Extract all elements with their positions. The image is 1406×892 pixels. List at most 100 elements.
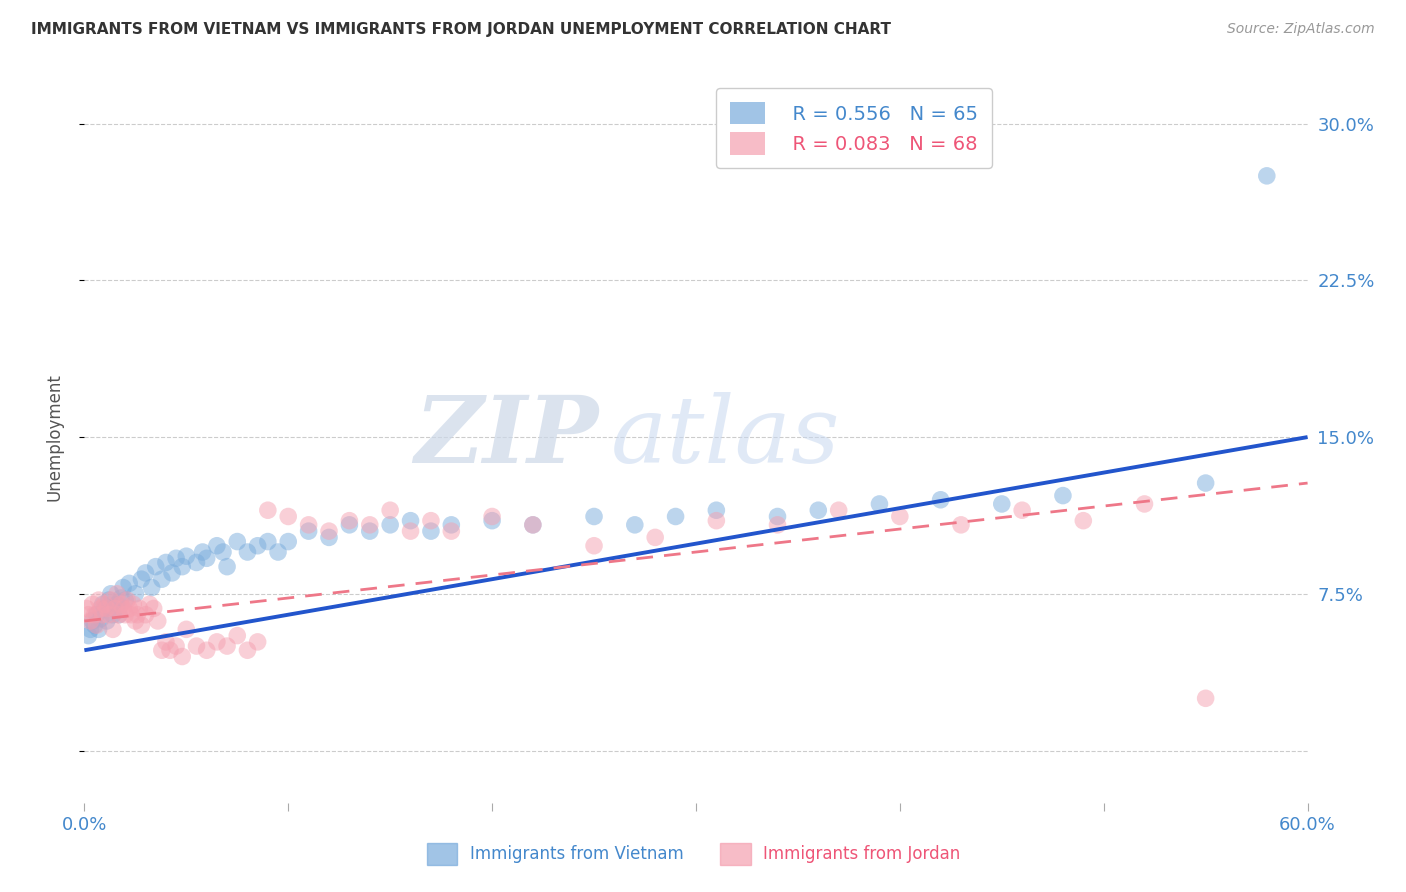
- Point: [128, 601, 150, 615]
- Point: [277, 534, 299, 549]
- Point: [583, 539, 606, 553]
- Point: [91, 597, 114, 611]
- Point: [420, 514, 443, 528]
- Point: [96, 601, 118, 615]
- Point: [105, 587, 128, 601]
- Point: [1195, 476, 1218, 491]
- Point: [142, 601, 165, 615]
- Point: [236, 643, 259, 657]
- Point: [706, 514, 728, 528]
- Point: [150, 643, 173, 657]
- Point: [440, 517, 463, 532]
- Point: [380, 517, 402, 532]
- Point: [79, 614, 101, 628]
- Point: [339, 517, 361, 532]
- Point: [146, 614, 169, 628]
- Point: [104, 601, 127, 615]
- Point: [267, 545, 290, 559]
- Point: [77, 607, 100, 622]
- Point: [359, 524, 381, 538]
- Point: [929, 492, 952, 507]
- Point: [160, 566, 183, 580]
- Point: [108, 607, 131, 622]
- Point: [90, 612, 112, 626]
- Point: [172, 559, 194, 574]
- Bar: [427, 843, 457, 865]
- Point: [298, 524, 321, 538]
- Point: [100, 587, 122, 601]
- Point: [481, 509, 503, 524]
- Point: [115, 593, 138, 607]
- Point: [339, 514, 361, 528]
- Point: [114, 593, 136, 607]
- Text: ZIP: ZIP: [413, 392, 598, 482]
- Text: Immigrants from Vietnam: Immigrants from Vietnam: [470, 845, 683, 863]
- Point: [399, 524, 422, 538]
- Point: [83, 607, 105, 622]
- Point: [141, 581, 163, 595]
- Point: [380, 503, 402, 517]
- Point: [869, 497, 891, 511]
- Point: [277, 509, 299, 524]
- Point: [217, 559, 239, 574]
- Point: [104, 601, 127, 615]
- Point: [174, 549, 197, 564]
- Point: [522, 517, 544, 532]
- Point: [93, 597, 115, 611]
- Point: [186, 556, 208, 570]
- Point: [75, 601, 97, 615]
- Point: [96, 614, 118, 628]
- Point: [195, 551, 218, 566]
- Point: [246, 539, 269, 553]
- Point: [135, 607, 157, 622]
- Point: [131, 572, 153, 586]
- Point: [90, 601, 112, 615]
- Point: [186, 639, 208, 653]
- Point: [100, 593, 122, 607]
- Point: [318, 530, 340, 544]
- Point: [86, 607, 108, 622]
- Text: atlas: atlas: [610, 392, 839, 482]
- Point: [131, 618, 153, 632]
- Point: [155, 635, 177, 649]
- Point: [82, 614, 104, 628]
- Point: [108, 607, 131, 622]
- Point: [145, 559, 167, 574]
- Point: [665, 509, 688, 524]
- Point: [766, 509, 789, 524]
- Point: [1052, 489, 1074, 503]
- Text: IMMIGRANTS FROM VIETNAM VS IMMIGRANTS FROM JORDAN UNEMPLOYMENT CORRELATION CHART: IMMIGRANTS FROM VIETNAM VS IMMIGRANTS FR…: [31, 22, 891, 37]
- Point: [624, 517, 647, 532]
- Point: [120, 607, 142, 622]
- Point: [298, 517, 321, 532]
- Point: [226, 629, 249, 643]
- Point: [420, 524, 443, 538]
- Point: [217, 639, 239, 653]
- Point: [1195, 691, 1218, 706]
- Point: [114, 607, 136, 622]
- Point: [105, 597, 128, 611]
- Point: [481, 514, 503, 528]
- Point: [889, 509, 911, 524]
- Point: [93, 601, 115, 615]
- Point: [110, 597, 132, 611]
- Point: [122, 597, 145, 611]
- Point: [440, 524, 463, 538]
- Point: [205, 539, 228, 553]
- Point: [807, 503, 830, 517]
- Point: [135, 566, 157, 580]
- Point: [118, 601, 141, 615]
- Point: [155, 556, 177, 570]
- Point: [1073, 514, 1095, 528]
- Point: [91, 607, 114, 622]
- Point: [138, 597, 160, 611]
- Y-axis label: Unemployment: Unemployment: [45, 373, 63, 501]
- Point: [87, 623, 110, 637]
- Point: [1133, 497, 1156, 511]
- Point: [359, 517, 381, 532]
- Point: [205, 635, 228, 649]
- Text: Source: ZipAtlas.com: Source: ZipAtlas.com: [1227, 22, 1375, 37]
- Point: [97, 607, 120, 622]
- Point: [257, 534, 280, 549]
- Point: [124, 587, 146, 601]
